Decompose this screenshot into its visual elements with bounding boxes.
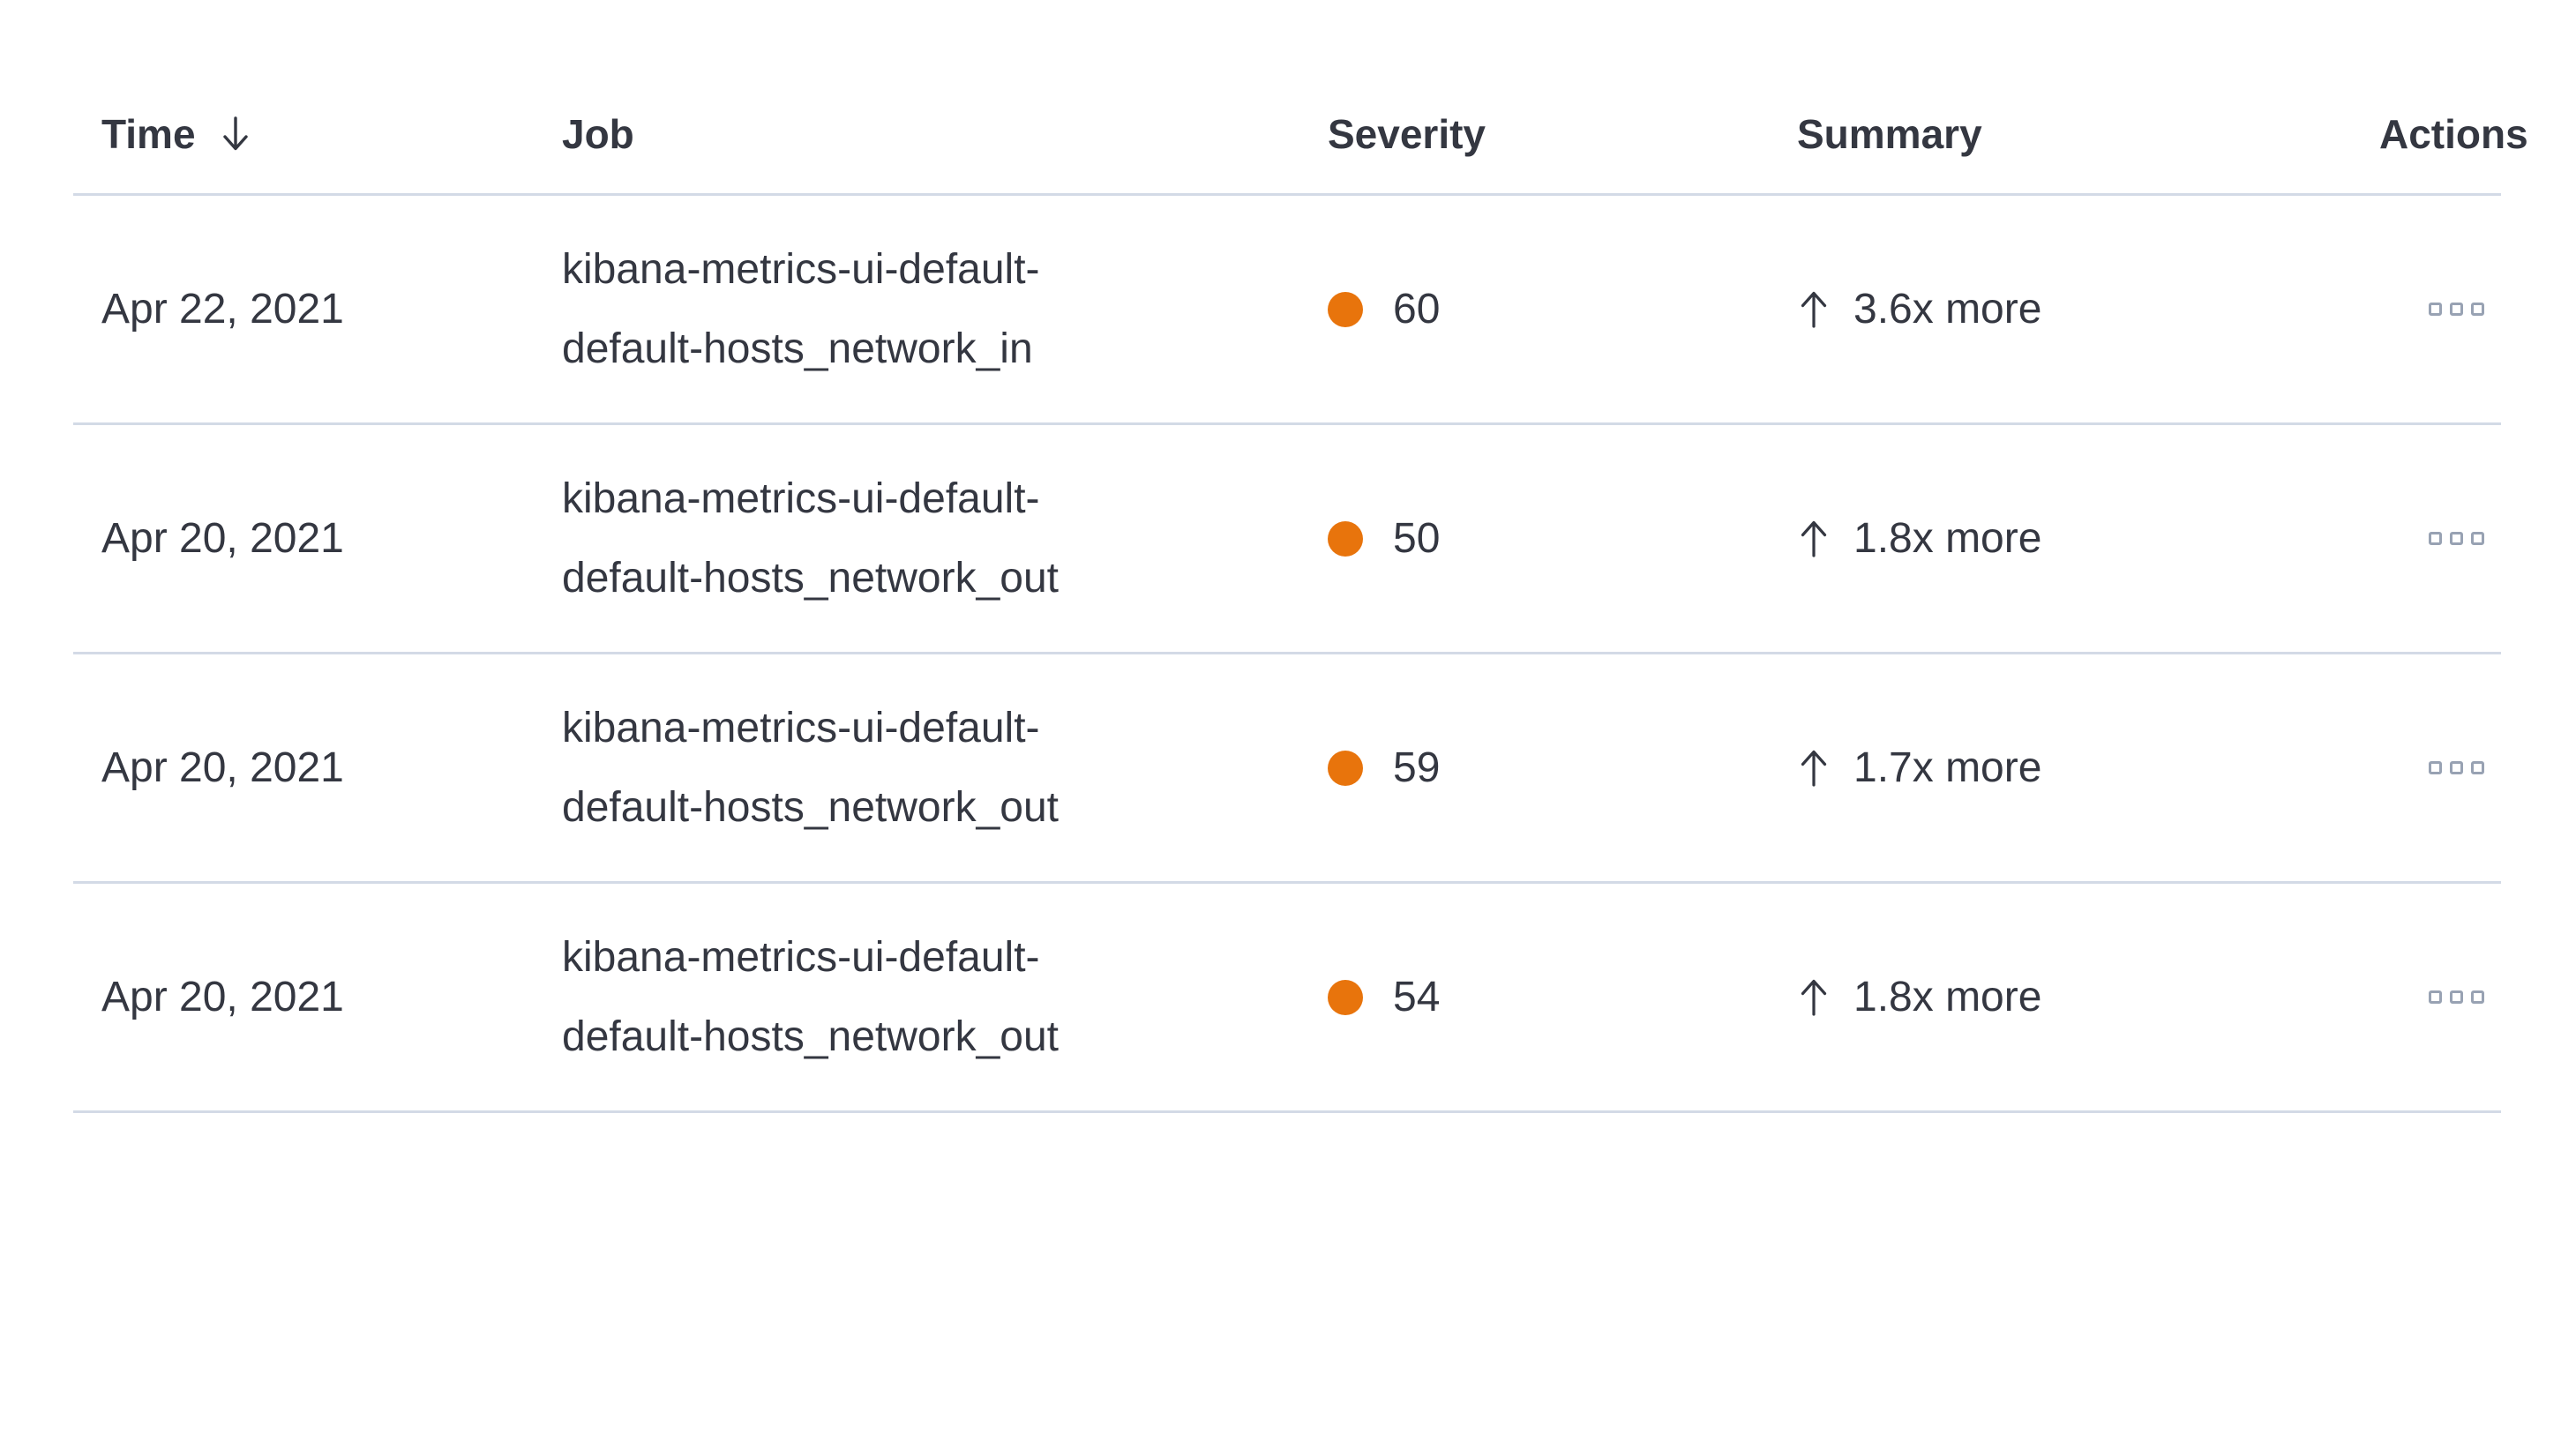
column-header-summary: Summary — [1769, 110, 2351, 193]
table-header-row: Time Job Severity Summary Actions — [73, 53, 2528, 196]
anomaly-time: Apr 20, 2021 — [101, 744, 344, 791]
column-header-time[interactable]: Time — [73, 110, 534, 193]
table-row: Apr 20, 2021 kibana-metrics-ui-default-d… — [73, 654, 2501, 884]
column-header-actions: Actions — [2351, 110, 2528, 193]
boxes-horizontal-icon — [2429, 760, 2484, 774]
column-header-severity: Severity — [1299, 110, 1769, 193]
row-actions-button[interactable] — [2420, 752, 2494, 784]
anomalies-table: Time Job Severity Summary Actions Apr 22… — [73, 53, 2528, 1113]
anomaly-time: Apr 20, 2021 — [101, 974, 344, 1020]
anomaly-job-id: kibana-metrics-ui-default-default-hosts_… — [562, 475, 1060, 602]
row-actions-button[interactable] — [2420, 523, 2494, 555]
column-header-time-label: Time — [101, 111, 196, 157]
severity-score: 54 — [1393, 974, 1441, 1020]
column-header-severity-label: Severity — [1328, 111, 1486, 157]
severity-dot-icon — [1328, 750, 1363, 786]
severity-score: 50 — [1393, 515, 1441, 562]
severity-dot-icon — [1328, 291, 1363, 327]
anomaly-time: Apr 20, 2021 — [101, 515, 344, 562]
row-actions-button[interactable] — [2420, 982, 2494, 1013]
anomaly-job-id: kibana-metrics-ui-default-default-hosts_… — [562, 933, 1060, 1060]
severity-score: 60 — [1393, 286, 1441, 333]
column-header-job: Job — [534, 110, 1299, 193]
anomaly-summary: 1.8x more — [1853, 515, 2042, 562]
boxes-horizontal-icon — [2429, 302, 2484, 316]
anomaly-summary: 1.7x more — [1853, 744, 2042, 791]
column-header-summary-label: Summary — [1797, 111, 1982, 157]
arrow-up-icon — [1801, 520, 1827, 557]
arrow-up-icon — [1801, 291, 1827, 328]
table-row: Apr 22, 2021 kibana-metrics-ui-default-d… — [73, 196, 2501, 425]
anomaly-job-id: kibana-metrics-ui-default-default-hosts_… — [562, 704, 1060, 831]
arrow-up-icon — [1801, 979, 1827, 1016]
anomaly-summary: 3.6x more — [1853, 286, 2042, 333]
sort-descending-icon — [222, 116, 248, 151]
table-row: Apr 20, 2021 kibana-metrics-ui-default-d… — [73, 884, 2501, 1113]
column-header-actions-label: Actions — [2379, 111, 2528, 157]
severity-dot-icon — [1328, 520, 1363, 557]
table-row: Apr 20, 2021 kibana-metrics-ui-default-d… — [73, 425, 2501, 654]
severity-score: 59 — [1393, 744, 1441, 791]
column-header-job-label: Job — [562, 111, 634, 157]
boxes-horizontal-icon — [2429, 990, 2484, 1004]
anomaly-summary: 1.8x more — [1853, 974, 2042, 1020]
anomaly-time: Apr 22, 2021 — [101, 286, 344, 333]
boxes-horizontal-icon — [2429, 531, 2484, 545]
arrow-up-icon — [1801, 750, 1827, 787]
anomaly-job-id: kibana-metrics-ui-default-default-hosts_… — [562, 245, 1040, 372]
row-actions-button[interactable] — [2420, 294, 2494, 325]
severity-dot-icon — [1328, 979, 1363, 1015]
